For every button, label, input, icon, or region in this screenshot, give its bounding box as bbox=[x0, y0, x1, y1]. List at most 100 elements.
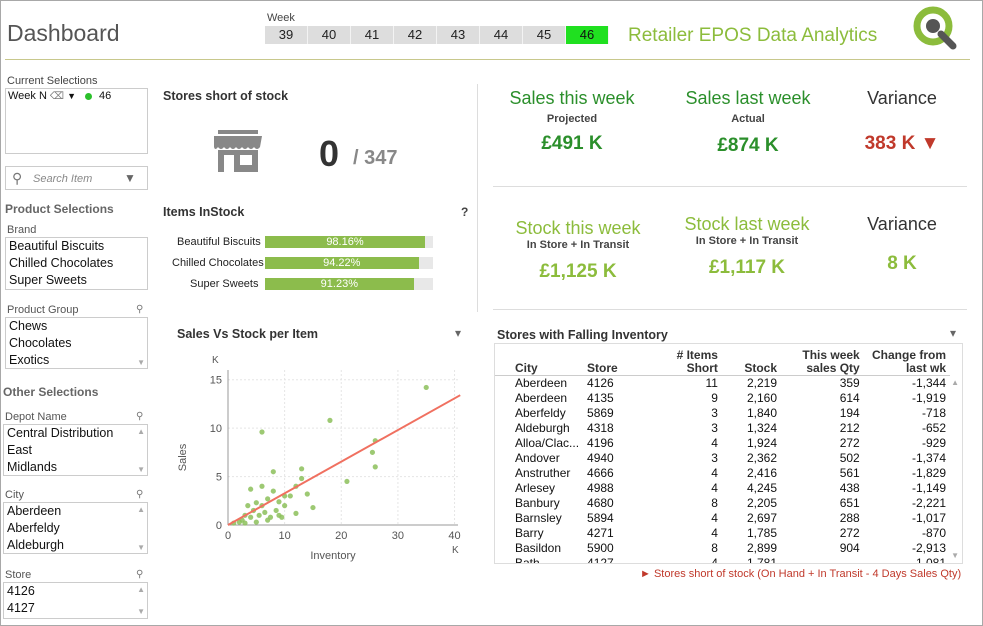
list-item[interactable]: Chilled Chocolates bbox=[9, 256, 114, 270]
y-tick-label: 10 bbox=[210, 423, 222, 435]
table-row[interactable]: Alloa/Clac... 4196 4 1,924 272 -929 bbox=[495, 436, 950, 451]
table-cell: -1,374 bbox=[911, 450, 946, 465]
search-icon[interactable]: ⚲ bbox=[136, 489, 144, 500]
table-row[interactable]: Aberfeldy 5869 3 1,840 194 -718 bbox=[495, 406, 950, 421]
table-cell: -2,221 bbox=[911, 495, 946, 510]
column-header[interactable]: Change from last wk bbox=[871, 347, 946, 375]
week-41[interactable]: 41 bbox=[351, 26, 394, 44]
table-row[interactable]: Aberdeen 4126 11 2,219 359 -1,344 bbox=[495, 375, 950, 391]
kpi-heading: Stock this week bbox=[515, 218, 641, 238]
x-tick-label: 10 bbox=[279, 530, 291, 542]
scroll-down-icon[interactable]: ▼ bbox=[951, 551, 959, 560]
sales-this-week-kpi: Sales this week Projected £491 K bbox=[492, 88, 652, 155]
store-label: Store bbox=[5, 569, 32, 581]
table-cell: 4 bbox=[711, 555, 718, 564]
bar: 91.23% bbox=[265, 278, 414, 290]
list-item[interactable]: East bbox=[7, 443, 33, 457]
list-item[interactable]: Super Sweets bbox=[9, 273, 87, 287]
column-header[interactable]: Stock bbox=[744, 360, 777, 375]
kpi-subtitle: Projected bbox=[546, 113, 598, 125]
table-cell: 3 bbox=[711, 405, 718, 420]
week-43[interactable]: 43 bbox=[437, 26, 480, 44]
stores-total-count: / 347 bbox=[353, 147, 398, 169]
scroll-down-icon[interactable]: ▼ bbox=[137, 465, 145, 474]
table-cell: 4 bbox=[711, 480, 718, 495]
search-icon[interactable]: ⚲ bbox=[136, 304, 144, 315]
scroll-up-icon[interactable]: ▲ bbox=[137, 427, 145, 436]
table-row[interactable]: Aldeburgh 4318 3 1,324 212 -652 bbox=[495, 421, 950, 436]
list-item[interactable]: Aldeburgh bbox=[7, 538, 64, 552]
week-39[interactable]: 39 bbox=[265, 26, 308, 44]
week-45[interactable]: 45 bbox=[523, 26, 566, 44]
table-row[interactable]: Bath 4127 4 1,781 -1,081 bbox=[495, 555, 950, 564]
items-instock-title: Items InStock bbox=[163, 205, 245, 219]
kpi-heading: Variance bbox=[867, 214, 937, 234]
scroll-up-icon[interactable]: ▲ bbox=[951, 378, 959, 387]
dropdown-arrow-icon[interactable]: ▼ bbox=[67, 91, 76, 101]
data-point bbox=[265, 517, 271, 523]
scroll-up-icon[interactable]: ▲ bbox=[137, 505, 145, 514]
list-item[interactable]: Central Distribution bbox=[7, 426, 114, 440]
list-item[interactable]: 4126 bbox=[7, 584, 35, 598]
kpi-value: £491 K bbox=[541, 133, 603, 154]
column-header[interactable]: Store bbox=[587, 360, 618, 375]
week-42[interactable]: 42 bbox=[394, 26, 437, 44]
table-row[interactable]: Anstruther 4666 4 2,416 561 -1,829 bbox=[495, 466, 950, 481]
table-row[interactable]: Basildon 5900 8 2,899 904 -2,913 bbox=[495, 541, 950, 556]
help-icon[interactable]: ? bbox=[461, 205, 469, 219]
column-header[interactable]: This week sales Qty bbox=[802, 347, 860, 375]
week-46[interactable]: 46 bbox=[566, 26, 609, 44]
x-tick-label: 40 bbox=[448, 530, 460, 542]
table-row[interactable]: Banbury 4680 8 2,205 651 -2,221 bbox=[495, 496, 950, 511]
eraser-icon[interactable]: ⌫ bbox=[49, 90, 65, 102]
list-item[interactable]: Beautiful Biscuits bbox=[9, 239, 105, 253]
table-cell: 5894 bbox=[587, 510, 614, 525]
week-40[interactable]: 40 bbox=[308, 26, 351, 44]
scroll-down-icon[interactable]: ▼ bbox=[137, 358, 145, 367]
table-row[interactable]: Barnsley 5894 4 2,697 288 -1,017 bbox=[495, 511, 950, 526]
week-44[interactable]: 44 bbox=[480, 26, 523, 44]
table-cell: -2,913 bbox=[911, 540, 946, 555]
table-row[interactable]: Aberdeen 4135 9 2,160 614 -1,919 bbox=[495, 391, 950, 406]
stock-last-week-kpi: Stock last week In Store + In Transit £1… bbox=[667, 214, 827, 279]
table-cell: Alloa/Clac... bbox=[515, 435, 580, 450]
list-item[interactable]: Aberdeen bbox=[7, 504, 62, 518]
search-dropdown-icon[interactable]: ▼ bbox=[124, 171, 136, 185]
table-cell: Bath bbox=[515, 555, 540, 564]
chart-menu-icon[interactable]: ▾ bbox=[455, 326, 462, 340]
search-input[interactable]: Search Item bbox=[33, 173, 93, 185]
week-selector: 39 40 41 42 43 44 45 46 bbox=[265, 26, 609, 44]
data-point bbox=[236, 519, 242, 525]
scroll-down-icon[interactable]: ▼ bbox=[137, 543, 145, 552]
table-cell: 4135 bbox=[587, 390, 614, 405]
search-icon[interactable]: ⚲ bbox=[136, 411, 144, 422]
table-cell: Basildon bbox=[515, 540, 562, 555]
list-item[interactable]: Chews bbox=[9, 319, 48, 333]
list-item[interactable]: Midlands bbox=[7, 460, 58, 474]
table-cell: 1,781 bbox=[746, 555, 777, 564]
table-cell: -1,081 bbox=[911, 555, 946, 564]
table-row[interactable]: Arlesey 4988 4 4,245 438 -1,149 bbox=[495, 481, 950, 496]
search-box[interactable]: ⚲ Search Item ▼ bbox=[5, 166, 148, 190]
table-cell: 5900 bbox=[587, 540, 614, 555]
table-row[interactable]: Barry 4271 4 1,785 272 -870 bbox=[495, 526, 950, 541]
search-icon[interactable]: ⚲ bbox=[136, 569, 144, 580]
scroll-up-icon[interactable]: ▲ bbox=[137, 585, 145, 594]
list-item[interactable]: Chocolates bbox=[9, 336, 72, 350]
table-cell: 4 bbox=[711, 465, 718, 480]
table-row[interactable]: Andover 4940 3 2,362 502 -1,374 bbox=[495, 451, 950, 466]
falling-inventory-title: Stores with Falling Inventory bbox=[497, 328, 668, 342]
table-menu-icon[interactable]: ▾ bbox=[950, 326, 957, 340]
scroll-down-icon[interactable]: ▼ bbox=[137, 607, 145, 616]
y-tick-label: 0 bbox=[216, 520, 222, 532]
column-header[interactable]: # Items Short bbox=[676, 347, 718, 375]
table-cell: 502 bbox=[839, 450, 860, 465]
column-header[interactable]: City bbox=[515, 360, 538, 375]
table-cell: 2,160 bbox=[746, 390, 777, 405]
table-cell: 3 bbox=[711, 450, 718, 465]
data-point bbox=[423, 384, 429, 391]
list-item[interactable]: Aberfeldy bbox=[7, 521, 60, 535]
list-item[interactable]: Exotics bbox=[9, 353, 50, 367]
data-point bbox=[259, 483, 265, 489]
list-item[interactable]: 4127 bbox=[7, 601, 35, 615]
